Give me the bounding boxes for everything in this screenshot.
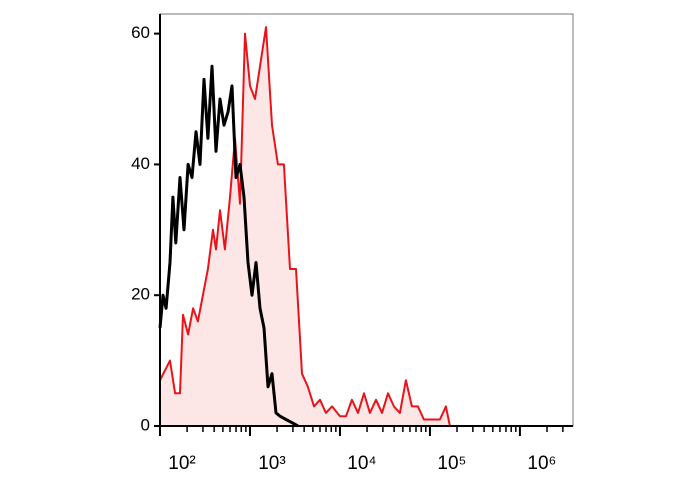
y-tick-label: 60: [131, 23, 150, 42]
x-tick-label: 10⁵: [437, 453, 466, 474]
x-tick-label: 10⁶: [527, 453, 556, 474]
x-tick-label: 10⁴: [347, 453, 376, 474]
line: [158, 64, 299, 428]
x-tick-label: 10³: [258, 453, 285, 474]
y-tick-label: 40: [131, 154, 150, 173]
y-tick-label: 20: [131, 285, 150, 304]
area: [160, 27, 450, 426]
x-tick-label: 10²: [168, 453, 195, 474]
y-tick-label: 0: [141, 415, 150, 434]
line: [159, 26, 451, 427]
